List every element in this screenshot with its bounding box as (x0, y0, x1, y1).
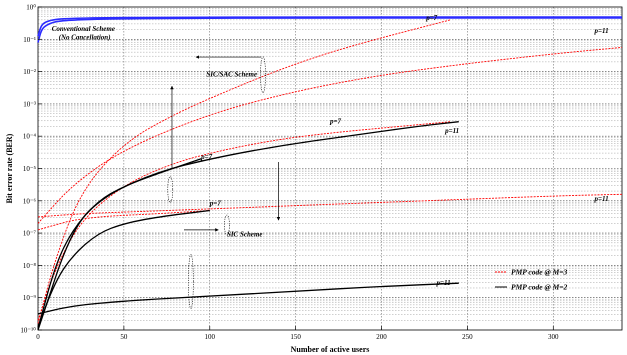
annotation-label: p=11 (444, 127, 459, 135)
dotted-ellipse (260, 56, 266, 94)
series-line-3 (37, 46, 623, 224)
series-line-0 (37, 16, 622, 37)
annotation-label: p=7 (209, 200, 221, 208)
legend-label: PMP code @ M=3 (511, 268, 568, 277)
arrow-layer (167, 55, 281, 309)
series-line-6 (37, 210, 210, 231)
series-line-2 (37, 19, 451, 324)
annotation-label: p=7 (200, 153, 212, 161)
y-tick-label: 10⁻⁷ (23, 230, 37, 238)
ticks-layer: 0 50 100 150 200 250 300 10⁻¹⁰ 10⁻⁹ 10⁻⁸ 10⁻⁷ 10⁻⁶ 1… (20, 4, 559, 342)
series-line-10 (37, 282, 459, 315)
y-tick-label: 10⁻⁹ (23, 294, 37, 302)
y-tick-label: 10⁻⁸ (23, 262, 37, 270)
dotted-ellipse (224, 214, 230, 236)
y-tick-label: 10⁻¹⁰ (20, 327, 36, 335)
annotation-label: p=7 (425, 14, 437, 22)
annotation-label: p=7 (329, 117, 341, 125)
series-line-4 (37, 121, 451, 321)
x-tick-label: 100 (205, 333, 216, 341)
y-tick-label: 10⁻³ (23, 100, 36, 108)
y-tick-label: 10⁻⁵ (23, 165, 37, 173)
annotation-label: SIC/SAC Scheme (206, 70, 257, 78)
x-tick-label: 300 (548, 333, 559, 341)
annotation-layer: Conventional Scheme(No Cancellation) SIC/… (52, 14, 609, 287)
y-tick-label: 10⁻¹ (23, 36, 36, 44)
x-tick-label: 200 (376, 333, 387, 341)
grid (38, 7, 622, 330)
series-line-1 (37, 17, 622, 43)
y-tick-label: 10⁻⁴ (23, 133, 37, 141)
dotted-ellipse (167, 176, 174, 203)
legend-label: PMP code @ M=2 (511, 283, 568, 292)
x-tick-label: 50 (120, 333, 128, 341)
annotation-label: p=11 (594, 195, 609, 203)
y-tick-label: 10⁰ (26, 4, 36, 12)
x-tick-label: 250 (462, 333, 473, 341)
annotation-label: (No Cancellation) (59, 33, 111, 41)
legend: PMP code @ M=3 PMP code @ M=2 (495, 268, 568, 292)
x-axis-label: Number of active users (291, 345, 370, 354)
annotation-label: SIC Scheme (227, 230, 263, 238)
series-layer (37, 16, 623, 331)
series-line-8 (37, 158, 202, 329)
annotation-label: Conventional Scheme (52, 25, 115, 33)
y-tick-label: 10⁻² (23, 68, 36, 76)
y-tick-label: 10⁻⁶ (23, 197, 37, 205)
y-axis-label: Bit error rate (BER) (5, 133, 14, 203)
dotted-ellipse (188, 254, 194, 309)
x-tick-label: 0 (36, 333, 40, 341)
series-line-9 (37, 121, 459, 331)
annotation-label: p=11 (435, 279, 450, 287)
series-line-5 (37, 193, 623, 218)
x-tick-label: 150 (290, 333, 301, 341)
annotation-label: p=11 (594, 27, 609, 35)
